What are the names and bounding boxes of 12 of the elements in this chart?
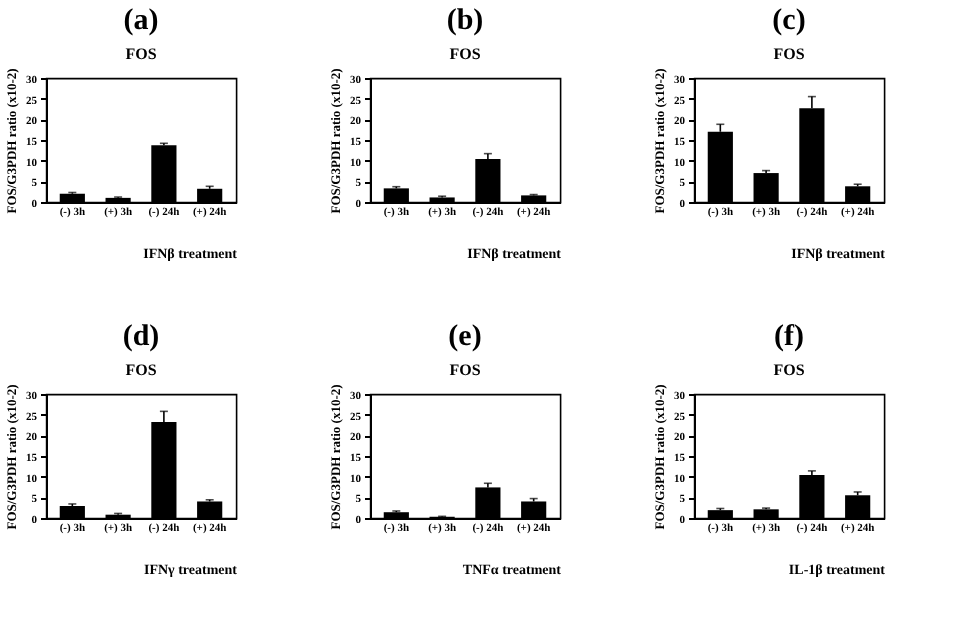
chart-title: (c)	[772, 5, 806, 38]
chart-subtitle: FOS	[449, 45, 482, 64]
chart-subtitle: FOS	[125, 45, 158, 64]
chart-title: (d)	[122, 321, 160, 354]
chart-subtitle: FOS	[773, 361, 806, 380]
chart-subtitle: FOS	[449, 361, 482, 380]
chart-title: (f)	[774, 321, 804, 354]
chart-subtitle: FOS	[125, 361, 158, 380]
chart-subtitle: FOS	[773, 45, 806, 64]
chart-title: (e)	[448, 321, 482, 354]
chart-title: (a)	[123, 5, 159, 38]
chart-title: (b)	[446, 5, 484, 38]
